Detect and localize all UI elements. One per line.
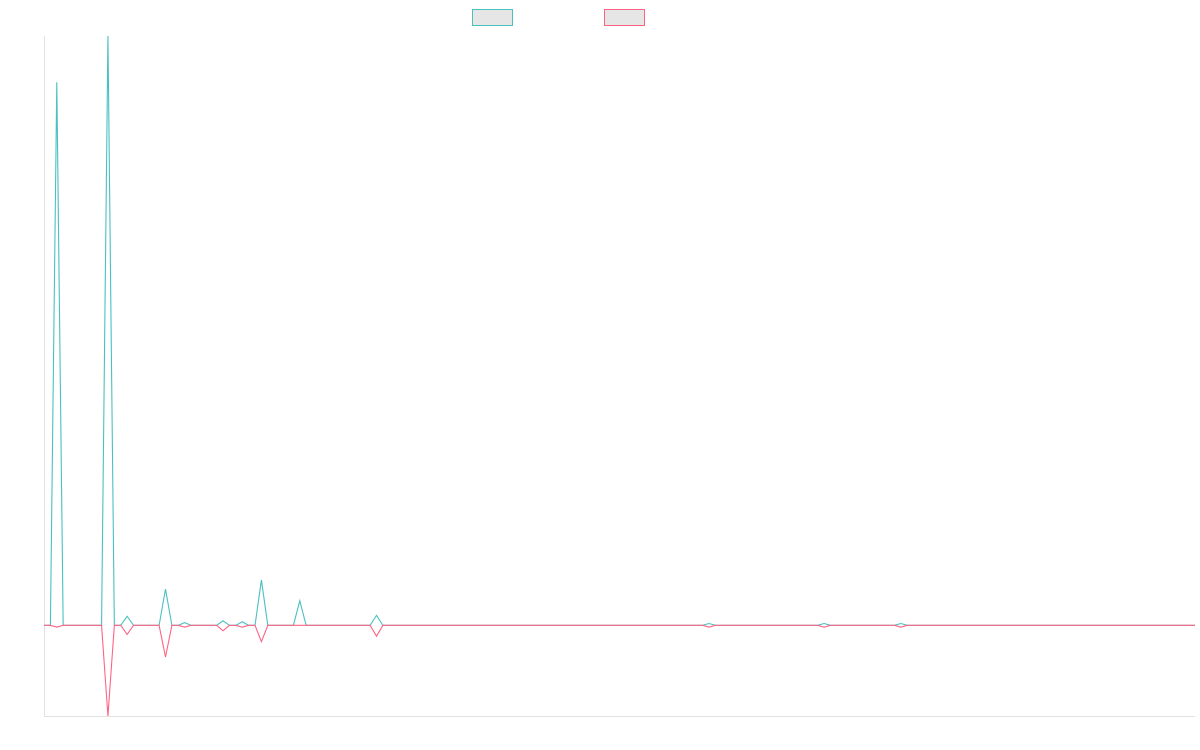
series-line-1 [44,35,1195,626]
series-line-2 [44,624,1195,717]
legend-swatch-2[interactable] [604,9,645,26]
legend-swatch-1[interactable] [472,9,513,26]
series-group [44,35,1195,717]
legend[interactable] [472,9,645,26]
